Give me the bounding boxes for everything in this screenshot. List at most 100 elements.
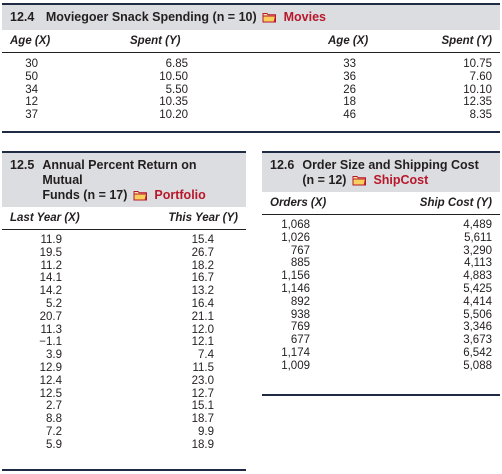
age-cell: 18: [343, 96, 356, 109]
orders-cell: 1,068: [281, 219, 310, 231]
this-year-cell: 26.7: [191, 246, 214, 259]
ship-cost-cell: 5,611: [464, 231, 492, 244]
table-body: 30 6.85 33 10.75 50 10.50 36 7.60 34 5.50 26 10.10 1…: [2, 53, 500, 122]
header-spent-left: Spent (Y): [130, 35, 181, 47]
table-number: 12.6: [270, 158, 295, 172]
last-year-cell: 11.3: [40, 323, 62, 336]
column-headers: Last Year (X) This Year (Y): [2, 207, 246, 230]
table-12-6: 12.6 Order Size and Shipping Cost (n = 1…: [262, 151, 500, 396]
table-number: 12.4: [10, 10, 35, 24]
table-body: 11.9 15.4 19.5 26.7 11.2 18.2 14.1 16.7 14.2 13.2…: [2, 230, 246, 452]
table-row: 5.9 18.9: [2, 439, 246, 452]
this-year-cell: 12.0: [191, 323, 214, 336]
table-row: 885 4,113: [262, 257, 500, 270]
table-row: 3.9 7.4: [2, 349, 246, 362]
spent-cell: 10.20: [159, 109, 188, 122]
orders-cell: 769: [290, 321, 310, 334]
ship-cost-cell: 3,290: [463, 244, 492, 257]
column-headers: Orders (X) Ship Cost (Y): [262, 192, 500, 215]
this-year-cell: 11.5: [192, 361, 214, 374]
orders-cell: 767: [290, 244, 310, 257]
table-row: 892 4,414: [262, 296, 500, 309]
this-year-cell: 15.1: [191, 400, 214, 413]
table-row: 12 10.35 18 12.35: [2, 96, 500, 109]
table-title-line2: Funds (n = 17): [42, 188, 128, 202]
table-row: 50 10.50 36 7.60: [2, 71, 500, 84]
last-year-cell: 5.2: [46, 297, 62, 310]
ship-cost-cell: 3,346: [463, 321, 492, 334]
orders-cell: 677: [290, 334, 310, 347]
last-year-cell: 3.9: [46, 349, 62, 362]
header-this-year: This Year (Y): [168, 212, 238, 224]
last-year-cell: 12.9: [39, 361, 62, 374]
this-year-cell: 18.7: [191, 413, 214, 426]
data-file-link[interactable]: ShipCost: [373, 173, 429, 187]
last-year-cell: 7.2: [46, 425, 62, 438]
ship-cost-cell: 5,088: [463, 359, 492, 372]
table-row: 11.3 12.0: [2, 324, 246, 337]
spent-cell: 12.35: [463, 96, 492, 109]
spent-cell: 10.50: [159, 70, 188, 83]
table-row: 1,068 4,489: [262, 219, 500, 232]
ship-cost-cell: 5,425: [463, 282, 492, 295]
ship-cost-cell: 6,542: [463, 346, 492, 359]
folder-icon: [352, 176, 367, 186]
table-row: 1,026 5,611: [262, 232, 500, 245]
table-row: 12.5 12.7: [2, 388, 246, 401]
this-year-cell: 21.1: [191, 310, 214, 323]
table-row: 14.2 13.2: [2, 285, 246, 298]
this-year-cell: 18.2: [191, 259, 214, 272]
table-title: 12.5 Annual Percent Return on Mutual Fun…: [2, 153, 246, 207]
table-12-5: 12.5 Annual Percent Return on Mutual Fun…: [2, 151, 246, 471]
age-cell: 46: [343, 109, 356, 122]
ship-cost-cell: 4,113: [464, 257, 492, 270]
spent-cell: 10.35: [159, 96, 188, 109]
this-year-cell: 23.0: [191, 374, 214, 387]
table-row: 37 10.20 46 8.35: [2, 109, 500, 122]
header-last-year: Last Year (X): [10, 212, 80, 224]
spent-cell: 7.60: [469, 70, 492, 83]
orders-cell: 892: [290, 295, 310, 308]
table-body: 1,068 4,489 1,026 5,611 767 3,290 885 4,113 1,15…: [262, 215, 500, 373]
table-row: 8.8 18.7: [2, 413, 246, 426]
last-year-cell: 20.7: [39, 310, 62, 323]
table-row: 7.2 9.9: [2, 426, 246, 439]
this-year-cell: 15.4: [191, 234, 214, 246]
data-file-link[interactable]: Portfolio: [154, 188, 206, 202]
ship-cost-cell: 4,883: [463, 270, 492, 283]
orders-cell: 1,174: [281, 346, 310, 359]
this-year-cell: 18.9: [191, 438, 214, 451]
table-title-line2: (n = 12): [302, 173, 347, 187]
ship-cost-cell: 3,673: [463, 334, 492, 347]
table-row: 1,009 5,088: [262, 360, 500, 373]
table-row: 938 5,506: [262, 309, 500, 322]
age-cell: 36: [343, 70, 356, 83]
spent-cell: 10.75: [463, 58, 492, 70]
header-age-right: Age (X): [328, 35, 369, 47]
orders-cell: 885: [290, 257, 310, 270]
this-year-cell: 7.4: [198, 349, 214, 362]
data-file-link[interactable]: Movies: [283, 10, 326, 24]
table-row: 769 3,346: [262, 321, 500, 334]
ship-cost-cell: 5,506: [463, 308, 492, 321]
table-title: 12.6 Order Size and Shipping Cost (n = 1…: [262, 153, 500, 192]
table-row: 19.5 26.7: [2, 247, 246, 260]
ship-cost-cell: 4,489: [463, 219, 492, 231]
last-year-cell: 12.4: [39, 374, 62, 387]
table-title-line1: Annual Percent Return on Mutual: [42, 158, 197, 187]
this-year-cell: 12.7: [191, 387, 214, 400]
folder-icon: [133, 191, 148, 201]
header-age-left: Age (X): [10, 35, 51, 47]
age-cell: 12: [25, 96, 38, 109]
table-number: 12.5: [10, 158, 35, 172]
table-row: 677 3,673: [262, 334, 500, 347]
table-row: 1,146 5,425: [262, 283, 500, 296]
this-year-cell: 16.7: [191, 272, 214, 285]
last-year-cell: 2.7: [46, 400, 62, 413]
age-cell: 33: [343, 58, 356, 70]
orders-cell: 1,156: [281, 270, 310, 283]
orders-cell: 1,146: [281, 282, 310, 295]
header-ship-cost: Ship Cost (Y): [419, 197, 492, 209]
table-row: 767 3,290: [262, 245, 500, 258]
this-year-cell: 9.9: [198, 425, 214, 438]
